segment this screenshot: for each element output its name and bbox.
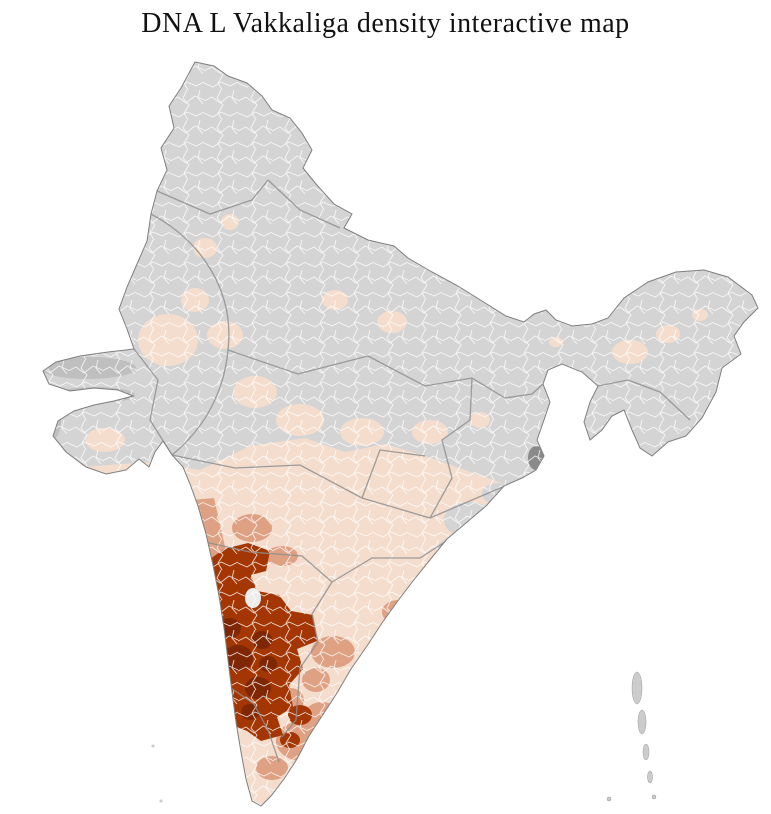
district-borders-mesh (43, 62, 758, 806)
state-borders (133, 179, 691, 763)
page-title: DNA L Vakkaliga density interactive map (141, 8, 630, 39)
andaman-nicobar-islands[interactable] (606, 671, 657, 802)
lakshadweep-islets[interactable] (151, 744, 163, 803)
